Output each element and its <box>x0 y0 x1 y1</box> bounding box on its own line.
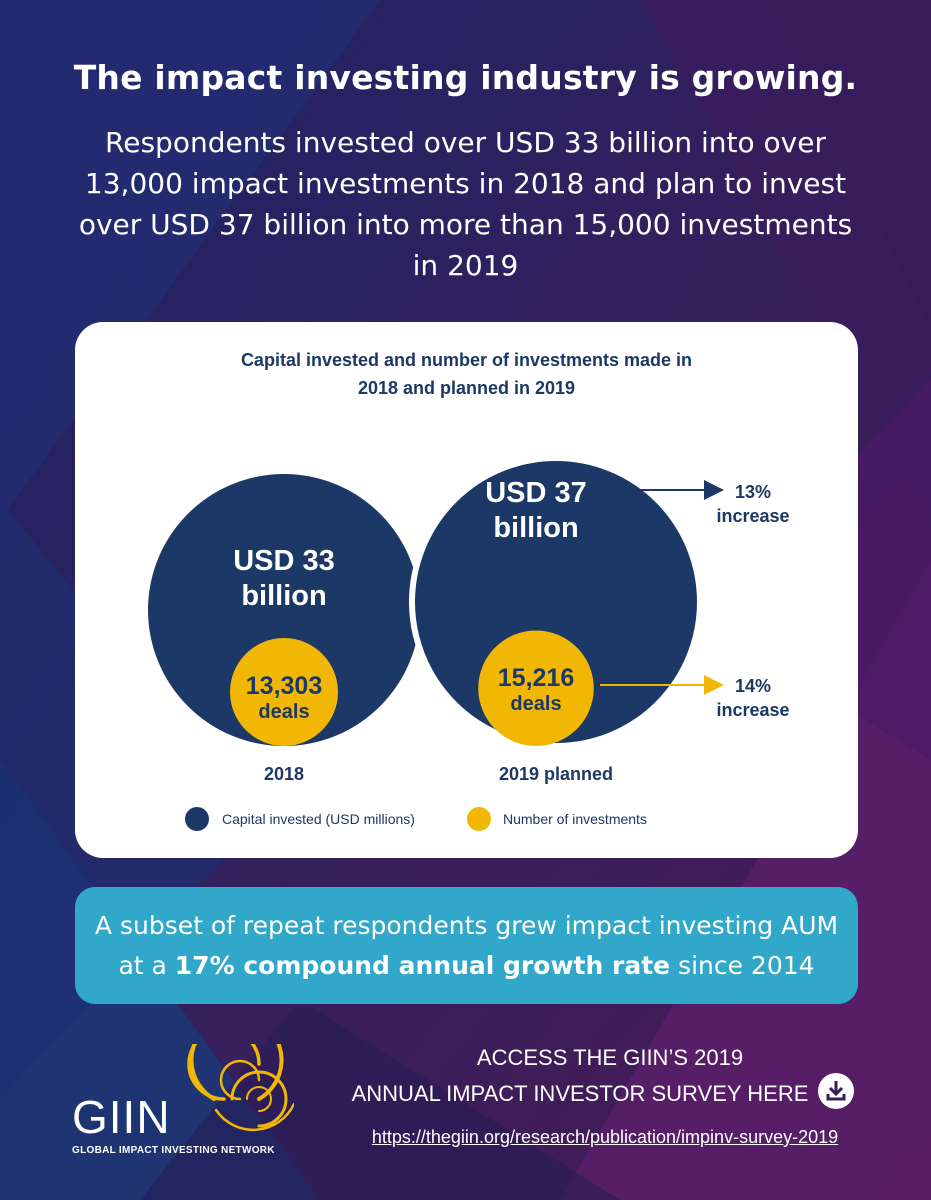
legend-swatch-capital <box>185 807 209 831</box>
cta-line2: ANNUAL IMPACT INVESTOR SURVEY HERE <box>351 1081 809 1106</box>
deals-bubble-2018 <box>230 638 338 746</box>
capital-increase-pct: 13% <box>735 482 771 502</box>
legend-swatch-deals <box>467 807 491 831</box>
banner-line2-suffix: since 2014 <box>670 950 815 980</box>
download-glyph <box>826 1081 846 1101</box>
growth-banner: A subset of repeat respondents grew impa… <box>75 887 858 1004</box>
chart-title-line2: 2018 and planned in 2019 <box>357 378 576 398</box>
banner-line2: at a 17% compound annual growth rate sin… <box>75 946 858 986</box>
chart-title-line1: Capital invested and number of investmen… <box>240 350 693 370</box>
category-label-2018: 2018 <box>264 764 304 784</box>
survey-link[interactable]: https://thegiin.org/research/publication… <box>371 1127 839 1147</box>
banner-highlight: 17% compound annual growth rate <box>174 950 671 980</box>
deals-label-2018-line1: 13,303 <box>246 672 322 700</box>
giin-logo-rings <box>187 1044 294 1132</box>
capital-label-2019-line2: billion <box>493 512 578 544</box>
banner-line1: A subset of repeat respondents grew impa… <box>94 910 839 940</box>
logo-tagline: GLOBAL IMPACT INVESTING NETWORK <box>72 1145 275 1156</box>
logo-wordmark: GIIN <box>72 1091 171 1143</box>
deals-increase-label: increase <box>716 700 789 720</box>
legend-label-capital: Capital invested (USD millions) <box>222 811 415 827</box>
subheadline: Respondents invested over USD 33 billion… <box>78 126 853 282</box>
capital-bubble-2018 <box>148 474 420 746</box>
deals-increase-pct: 14% <box>735 676 771 696</box>
headline: The impact investing industry is growing… <box>73 58 858 97</box>
cta-line1: ACCESS THE GIIN’S 2019 <box>476 1045 744 1070</box>
chart-card: Capital invested and number of investmen… <box>75 322 858 858</box>
deals-label-2018-line2: deals <box>258 701 309 723</box>
deals-bubble-2019 <box>478 630 594 746</box>
chart-title: Capital invested and number of investmen… <box>75 346 858 402</box>
bubble-chart: USD 33 billion USD 37 billion 13,303 dea… <box>148 454 790 784</box>
banner-line2-prefix: at a <box>118 950 175 980</box>
deals-label-2019-line1: 15,216 <box>498 664 574 692</box>
category-label-2019: 2019 planned <box>499 764 613 784</box>
legend-label-deals: Number of investments <box>503 811 647 827</box>
deals-label-2019-line2: deals <box>510 693 561 715</box>
capital-label-2019-line1: USD 37 <box>485 477 587 509</box>
download-icon[interactable] <box>818 1073 854 1109</box>
capital-label-2018-line2: billion <box>241 580 326 612</box>
capital-label-2018-line1: USD 33 <box>233 545 335 577</box>
capital-increase-label: increase <box>716 506 789 526</box>
